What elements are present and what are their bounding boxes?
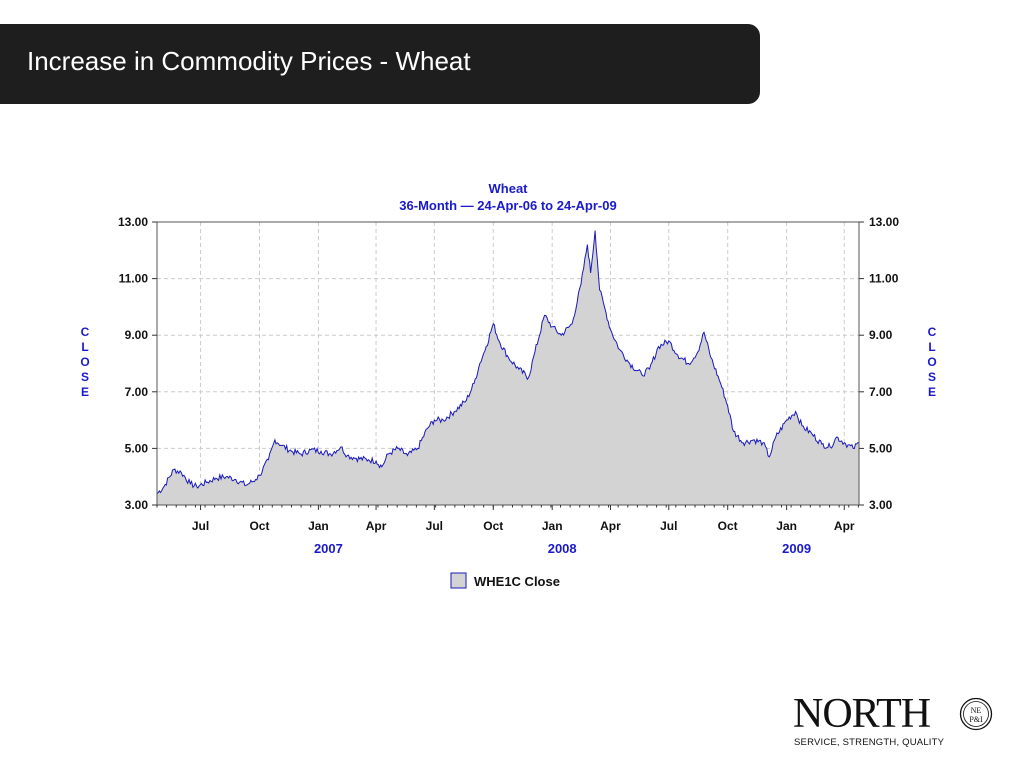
logo-tagline: SERVICE, STRENGTH, QUALITY [794,737,945,748]
y-tick-label-right: 13.00 [869,215,899,229]
north-logo: NORTH NE P&I SERVICE, STRENGTH, QUALITY [793,693,1003,753]
x-tick-label: Jan [542,519,563,533]
legend-label: WHE1C Close [474,574,560,589]
x-tick-label: Oct [718,519,738,533]
chart-subtitle: 36-Month — 24-Apr-06 to 24-Apr-09 [399,198,616,213]
y-tick-label-left: 11.00 [119,272,149,286]
x-tick-label: Apr [366,519,387,533]
y-tick-label-right: 7.00 [869,385,893,399]
x-year-label: 2009 [782,541,811,556]
y-tick-label-right: 11.00 [869,272,899,286]
chart-legend: WHE1C Close [450,572,560,589]
series-area-fill [157,230,859,505]
chart-title: Wheat [489,181,529,196]
x-tick-label: Jul [192,519,209,533]
title-bar: Increase in Commodity Prices - Wheat [0,24,760,104]
x-tick-label: Oct [483,519,503,533]
x-tick-label: Apr [600,519,621,533]
y-tick-label-right: 3.00 [869,498,893,512]
plot-frame [156,221,860,506]
y-tick-label-left: 5.00 [125,441,149,455]
x-tick-label: Jan [776,519,797,533]
logo-seal-icon: NE P&I [959,697,993,731]
legend-swatch [450,572,467,589]
x-year-label: 2008 [548,541,577,556]
y-tick-label-left: 13.00 [118,215,148,229]
x-tick-label: Jul [660,519,677,533]
y-tick-label-right: 5.00 [869,441,893,455]
series-line [156,230,860,495]
x-tick-label: Jul [426,519,443,533]
chart-axes: 13.00 13.00 11.00 11.00 9.00 9.00 7.00 7.00 5.00… [118,215,899,556]
y-tick-label-left: 9.00 [125,328,149,342]
x-year-label: 2007 [314,541,343,556]
x-tick-label: Oct [249,519,269,533]
x-tick-label: Apr [834,519,855,533]
svg-text:P&I: P&I [969,715,983,724]
logo-wordmark: NORTH [793,691,931,737]
y-tick-label-left: 3.00 [125,498,149,512]
y-tick-label-left: 7.00 [125,385,149,399]
slide-title: Increase in Commodity Prices - Wheat [27,46,471,76]
y-tick-label-right: 9.00 [869,328,893,342]
svg-text:NE: NE [971,706,982,715]
x-tick-label: Jan [308,519,329,533]
